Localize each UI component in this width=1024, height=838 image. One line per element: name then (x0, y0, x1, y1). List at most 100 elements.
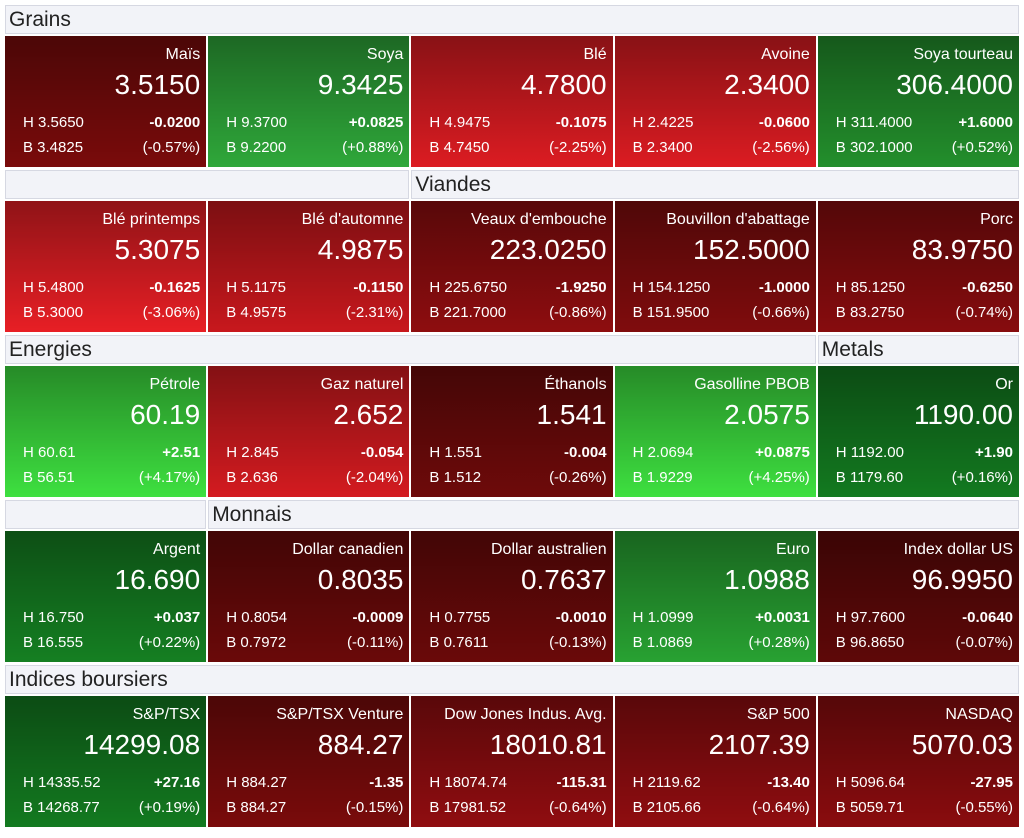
change-percent: (-2.31%) (345, 304, 404, 321)
quote-tile: Pétrole 60.19 H 60.61 +2.51 B 56.51 (+4.17%) (5, 366, 207, 497)
low: B 16.555 (23, 634, 84, 651)
change: +0.0031 (755, 609, 810, 626)
change-percent: (+4.17%) (138, 469, 201, 486)
low: B 83.2750 (835, 304, 905, 321)
high: H 5.4800 (23, 279, 84, 296)
instrument-name: Blé (583, 46, 607, 63)
instrument-name: S&P/TSX (132, 706, 201, 723)
change-percent: (+0.28%) (748, 634, 810, 651)
high: H 0.8054 (226, 609, 288, 626)
change-percent: (-2.56%) (752, 139, 810, 156)
quote-tile: Porc 83.9750 H 85.1250 -0.6250 B 83.2750 (-0.… (817, 201, 1019, 332)
change-percent: (-0.74%) (955, 304, 1013, 321)
change-percent: (+0.19%) (138, 799, 201, 816)
quote-tile: Avoine 2.3400 H 2.4225 -0.0600 B 2.3400 (-2.5… (614, 36, 816, 167)
high: H 2.0694 (632, 444, 694, 461)
change: -0.054 (360, 444, 404, 461)
quote-tile: Gaz naturel 2.652 H 2.845 -0.054 B 2.636 (-2.… (208, 366, 410, 497)
instrument-name: Gaz naturel (320, 376, 404, 393)
low: B 4.9575 (226, 304, 287, 321)
quote-tile: Bouvillon d'abattage 152.5000 H 154.1250 -1… (614, 201, 816, 332)
change-percent: (-0.64%) (549, 799, 607, 816)
section-title: Grains (5, 5, 1019, 34)
instrument-name: Porc (980, 211, 1013, 228)
low: B 221.7000 (429, 304, 507, 321)
change: -0.004 (564, 444, 607, 461)
last-price: 4.9875 (317, 234, 404, 265)
change-percent: (-3.06%) (142, 304, 201, 321)
low: B 17981.52 (429, 799, 507, 816)
section-header-row: Monnais (5, 500, 1019, 529)
low: B 4.7450 (429, 139, 490, 156)
section-title: Monnais (208, 500, 1019, 529)
change-percent: (-0.55%) (955, 799, 1013, 816)
low: B 1.512 (429, 469, 482, 486)
last-price: 152.5000 (693, 234, 810, 265)
instrument-name: S&P 500 (746, 706, 810, 723)
quote-tile: S&P/TSX Venture 884.27 H 884.27 -1.35 B 884.… (208, 696, 410, 827)
high: H 18074.74 (429, 774, 507, 791)
change: -0.0200 (149, 114, 201, 131)
high: H 2.845 (226, 444, 279, 461)
quote-tile: NASDAQ 5070.03 H 5096.64 -27.95 B 5059.71 (-0… (817, 696, 1019, 827)
change-percent: (-0.66%) (752, 304, 810, 321)
change: -0.6250 (962, 279, 1013, 296)
change-percent: (-0.15%) (345, 799, 404, 816)
section-title: Energies (5, 335, 816, 364)
high: H 2119.62 (632, 774, 701, 791)
high: H 85.1250 (835, 279, 906, 296)
last-price: 2.652 (333, 399, 404, 430)
change: -27.95 (970, 774, 1013, 791)
change: -1.35 (369, 774, 404, 791)
tile-row: S&P/TSX 14299.08 H 14335.52 +27.16 B 14268.7… (5, 696, 1019, 827)
instrument-name: Soya tourteau (913, 46, 1013, 63)
change-percent: (+4.25%) (748, 469, 810, 486)
low: B 96.8650 (835, 634, 905, 651)
last-price: 5.3075 (114, 234, 201, 265)
high: H 16.750 (23, 609, 84, 626)
quote-tile: Maïs 3.5150 H 3.5650 -0.0200 B 3.4825 (-0.57%… (5, 36, 207, 167)
change: -13.40 (767, 774, 810, 791)
high: H 4.9475 (429, 114, 491, 131)
quote-tile: Index dollar US 96.9950 H 97.7600 -0.0640 B … (817, 531, 1019, 662)
quote-tile: S&P/TSX 14299.08 H 14335.52 +27.16 B 14268.7… (5, 696, 207, 827)
last-price: 2107.39 (708, 729, 810, 760)
low: B 5.3000 (23, 304, 84, 321)
quote-tile: Soya 9.3425 H 9.3700 +0.0825 B 9.2200 (+0.88%… (208, 36, 410, 167)
change: -0.1150 (353, 279, 404, 296)
quote-tile: Argent 16.690 H 16.750 +0.037 B 16.555 (+0.22… (5, 531, 207, 662)
instrument-name: Dollar australien (490, 541, 607, 558)
change: -0.0010 (555, 609, 607, 626)
instrument-name: S&P/TSX Venture (276, 706, 404, 723)
low: B 1.0869 (632, 634, 693, 651)
low: B 14268.77 (23, 799, 100, 816)
change: -0.0640 (962, 609, 1013, 626)
instrument-name: Blé printemps (102, 211, 201, 228)
quote-tile: Veaux d'embouche 223.0250 H 225.6750 -1.925… (411, 201, 613, 332)
quote-tile: Blé d'automne 4.9875 H 5.1175 -0.1150 B 4.95… (208, 201, 410, 332)
instrument-name: Maïs (165, 46, 201, 63)
low: B 5059.71 (835, 799, 905, 816)
quote-tile: Blé printemps 5.3075 H 5.4800 -0.1625 B 5.30… (5, 201, 207, 332)
change-percent: (+0.88%) (342, 139, 404, 156)
header-spacer (5, 500, 207, 529)
last-price: 1.0988 (724, 564, 810, 595)
quote-tile: Euro 1.0988 H 1.0999 +0.0031 B 1.0869 (+0.28%… (614, 531, 816, 662)
section-title: Metals (817, 335, 1019, 364)
change: -1.0000 (758, 279, 810, 296)
low: B 302.1000 (835, 139, 913, 156)
high: H 225.6750 (429, 279, 507, 296)
last-price: 2.3400 (724, 69, 810, 100)
low: B 56.51 (23, 469, 75, 486)
high: H 884.27 (226, 774, 288, 791)
section-title: Viandes (411, 170, 1019, 199)
quote-tile: Or 1190.00 H 1192.00 +1.90 B 1179.60 (+0.16%) (817, 366, 1019, 497)
change: -0.0600 (758, 114, 810, 131)
last-price: 83.9750 (911, 234, 1013, 265)
quote-tile: Blé 4.7800 H 4.9475 -0.1075 B 4.7450 (-2.25%) (411, 36, 613, 167)
board: Grains Maïs 3.5150 H 3.5650 -0.0200 B 3.4825 (… (5, 5, 1019, 830)
change-percent: (+0.16%) (951, 469, 1013, 486)
last-price: 1190.00 (913, 399, 1013, 430)
instrument-name: Avoine (761, 46, 810, 63)
